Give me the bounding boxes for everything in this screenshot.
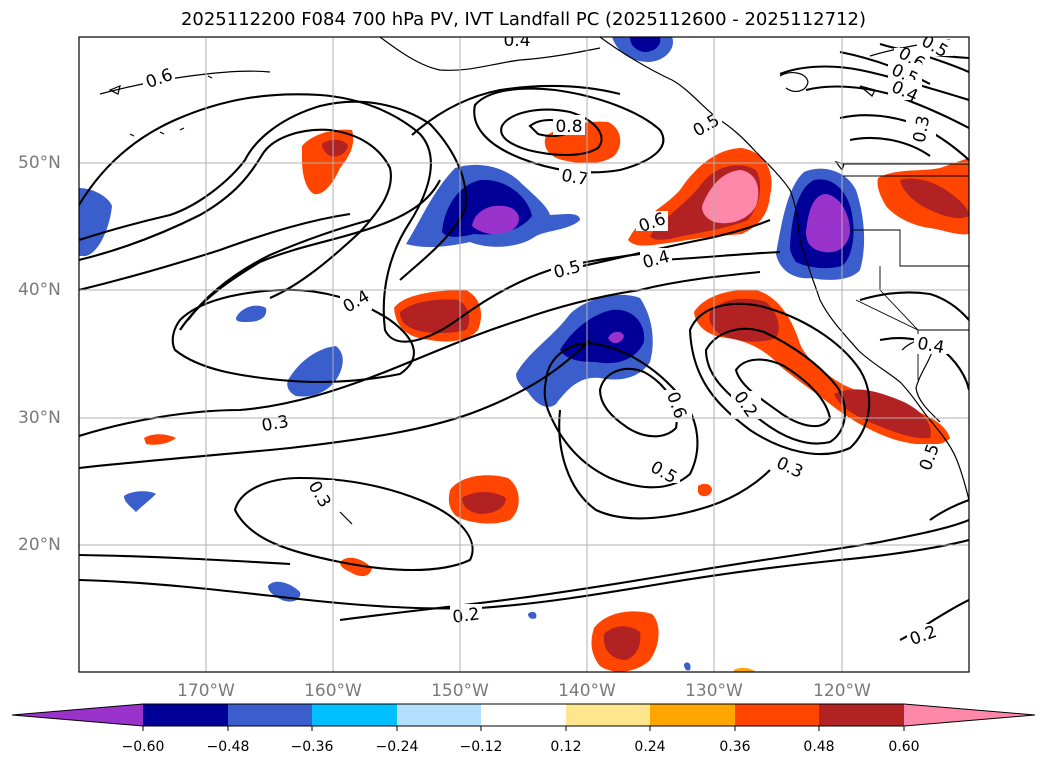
colorbar-tick-label: −0.60	[121, 739, 165, 755]
map-title: 2025112200 F084 700 hPa PV, IVT Landfall…	[180, 9, 867, 30]
lon-tick-label: 160°W	[304, 681, 362, 701]
contour-label: 0.3	[260, 412, 290, 436]
contour-label: 0.8	[555, 117, 582, 137]
colorbar-segment	[650, 704, 735, 726]
colorbar-tick-label: 0.48	[803, 739, 835, 755]
contour-label: 0.4	[503, 31, 530, 51]
contour-label: 0.7	[560, 166, 590, 190]
lon-tick-label: 120°W	[813, 681, 871, 701]
colorbar-segment	[735, 704, 819, 726]
graticule	[79, 37, 969, 672]
colorbar	[11, 703, 1036, 731]
colorbar-segment	[481, 704, 566, 726]
lat-tick-label: 20°N	[18, 535, 61, 555]
colorbar-extend-high	[904, 704, 1035, 726]
pv-contours	[79, 42, 969, 641]
colorbar-tick-label: 0.60	[888, 739, 920, 755]
colorbar-tick-label: −0.36	[290, 739, 334, 755]
lon-tick-label: 130°W	[685, 681, 743, 701]
colorbar-segment	[228, 704, 312, 726]
lon-tick-label: 140°W	[558, 681, 616, 701]
colorbar-extend-low	[12, 704, 143, 726]
lon-tick-label: 170°W	[177, 681, 235, 701]
lon-tick-label: 150°W	[431, 681, 489, 701]
contour-label: 0.3	[910, 114, 934, 144]
colorbar-tick-label: −0.24	[375, 739, 419, 755]
colorbar-tick-label: −0.12	[459, 739, 503, 755]
colorbar-segment	[566, 704, 650, 726]
colorbar-tick-label: 0.24	[634, 739, 666, 755]
lat-tick-label: 50°N	[18, 153, 61, 173]
colorbar-segment	[819, 704, 904, 726]
negative-anomaly-fill	[79, 37, 865, 671]
colorbar-tick-label: 0.12	[550, 739, 582, 755]
contour-label: 0.4	[916, 334, 946, 358]
contour-label: 0.2	[451, 604, 481, 628]
contour-labels: 0.4 0.6 0.8 0.7 0.5 0.5 0.4 0.6 0.6 0.5 …	[143, 31, 953, 650]
colorbar-segment	[397, 704, 481, 726]
colorbar-segment	[143, 704, 228, 726]
lat-tick-label: 30°N	[18, 408, 61, 428]
lat-tick-label: 40°N	[18, 280, 61, 300]
colorbar-tick-label: −0.48	[206, 739, 250, 755]
colorbar-tick-label: 0.36	[719, 739, 751, 755]
map-frame	[78, 36, 970, 673]
colorbar-segment	[312, 704, 397, 726]
